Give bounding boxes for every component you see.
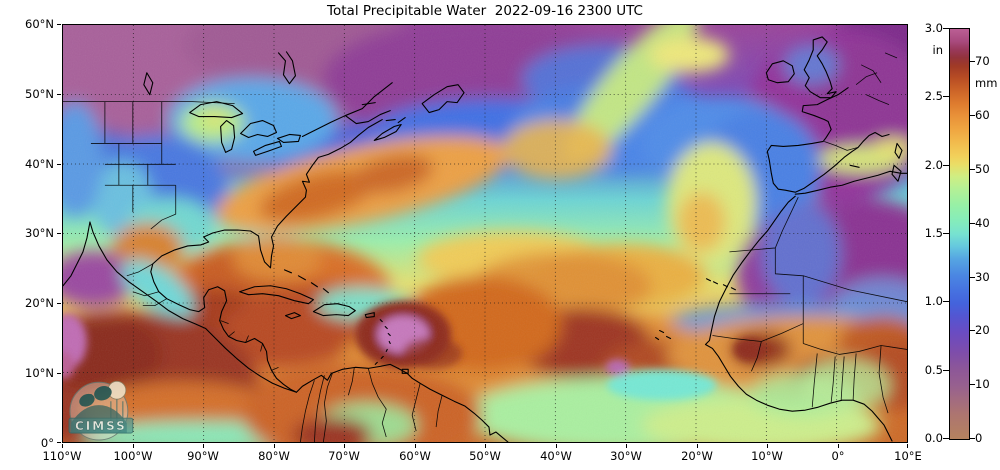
y-tick-label: 50°N — [25, 87, 54, 101]
y-axis-tick — [57, 303, 61, 304]
logo-dish-2 — [94, 386, 112, 401]
colorbar-tick — [969, 384, 975, 385]
colorbar-tick — [969, 115, 975, 116]
colorbar-label-mm: 20 — [975, 323, 990, 337]
x-axis-tick — [62, 444, 63, 448]
colorbar-tick — [969, 277, 975, 278]
y-tick-label: 10°N — [25, 366, 54, 380]
x-tick-label: 90°W — [187, 449, 219, 463]
x-tick-label: 70°W — [328, 449, 360, 463]
x-tick-label: 60°W — [399, 449, 431, 463]
colorbar-tick — [943, 96, 949, 97]
colorbar-label-in: 0.5 — [924, 363, 943, 377]
y-axis-tick — [57, 94, 61, 95]
x-tick-label: 20°W — [681, 449, 713, 463]
colorbar-tick — [943, 28, 949, 29]
colorbar-label-mm: 10 — [975, 377, 990, 391]
colorbar-tick — [969, 223, 975, 224]
x-axis-tick — [485, 444, 486, 448]
x-axis-tick — [907, 444, 908, 448]
colorbar-label-mm: 0 — [975, 431, 983, 445]
x-axis-tick — [626, 444, 627, 448]
x-tick-label: 80°W — [258, 449, 290, 463]
x-axis-tick — [697, 444, 698, 448]
x-tick-label: 40°W — [540, 449, 572, 463]
y-axis-tick — [57, 164, 61, 165]
country-state-borders — [63, 52, 907, 442]
colorbar-gradient — [949, 28, 970, 440]
x-axis-tick — [203, 444, 204, 448]
y-axis-tick — [57, 442, 61, 443]
y-tick-label: 20°N — [25, 296, 54, 310]
x-axis-tick — [838, 444, 839, 448]
colorbar-tick — [943, 438, 949, 439]
map-plot-area: CIMSS — [62, 24, 908, 443]
x-axis-tick — [767, 444, 768, 448]
x-tick-label: 0° — [831, 449, 845, 463]
y-axis-tick — [57, 233, 61, 234]
x-tick-label: 110°W — [42, 449, 82, 463]
x-axis-tick — [556, 444, 557, 448]
cimss-logo: CIMSS — [68, 380, 134, 441]
colorbar-unit-in: in — [932, 43, 943, 57]
y-axis-tick — [57, 373, 61, 374]
x-axis-tick — [344, 444, 345, 448]
x-axis-tick — [415, 444, 416, 448]
colorbar-label-in: 1.5 — [924, 226, 943, 240]
colorbar-tick — [943, 165, 949, 166]
coastlines — [63, 36, 907, 442]
colorbar-label-in: 2.5 — [924, 89, 943, 103]
colorbar-label-in: 2.0 — [924, 158, 943, 172]
x-tick-label: 10°W — [751, 449, 783, 463]
logo-text: CIMSS — [75, 419, 127, 433]
colorbar-tick — [943, 233, 949, 234]
colorbar-label-mm: 30 — [975, 270, 990, 284]
x-tick-label: 10°E — [894, 449, 922, 463]
y-axis-tick — [57, 24, 61, 25]
colorbar-tick — [943, 370, 949, 371]
colorbar-label-mm: 40 — [975, 216, 990, 230]
colorbar-label-in: 0.0 — [924, 431, 943, 445]
x-axis-tick — [274, 444, 275, 448]
tpw-map: CIMSS — [63, 25, 907, 442]
y-tick-label: 60°N — [25, 17, 54, 31]
colorbar-label-in: 3.0 — [924, 21, 943, 35]
x-tick-label: 100°W — [113, 449, 153, 463]
x-tick-label: 50°W — [469, 449, 501, 463]
figure-title: Total Precipitable Water 2022-09-16 2300… — [327, 3, 643, 19]
colorbar-tick — [969, 438, 975, 439]
x-tick-label: 30°W — [610, 449, 642, 463]
x-axis-tick — [133, 444, 134, 448]
y-tick-label: 30°N — [25, 226, 54, 240]
colorbar-unit-mm: mm — [975, 76, 998, 90]
colorbar-tick — [943, 301, 949, 302]
y-tick-label: 40°N — [25, 157, 54, 171]
colorbar-label-mm: 70 — [975, 54, 990, 68]
y-tick-label: 0° — [40, 436, 54, 450]
colorbar-label-in: 1.0 — [924, 294, 943, 308]
colorbar-tick — [969, 169, 975, 170]
colorbar-label-mm: 50 — [975, 162, 990, 176]
colorbar-label-mm: 60 — [975, 108, 990, 122]
colorbar-tick — [969, 61, 975, 62]
colorbar-tick — [969, 330, 975, 331]
